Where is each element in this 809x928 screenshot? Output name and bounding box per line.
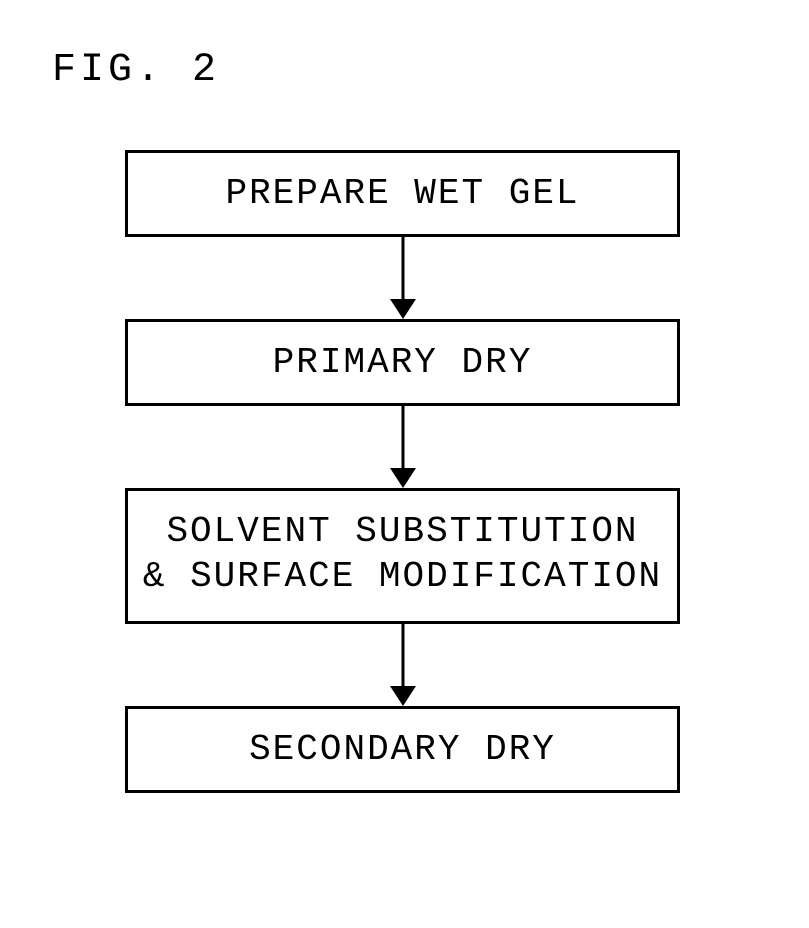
flow-node-text: SECONDARY DRY [249, 727, 556, 772]
flowchart: PREPARE WET GEL PRIMARY DRY SOLVENT SUBS… [125, 150, 680, 793]
flow-node-text: PREPARE WET GEL [225, 171, 579, 216]
flow-arrow [125, 237, 680, 319]
arrow-down-icon [383, 624, 423, 706]
flow-node-text: PRIMARY DRY [273, 340, 533, 385]
figure-label: FIG. 2 [52, 48, 220, 93]
flow-node-primary-dry: PRIMARY DRY [125, 319, 680, 406]
flow-node-secondary-dry: SECONDARY DRY [125, 706, 680, 793]
flow-node-prepare-wet-gel: PREPARE WET GEL [125, 150, 680, 237]
flow-arrow [125, 406, 680, 488]
flow-arrow [125, 624, 680, 706]
flow-node-solvent-substitution: SOLVENT SUBSTITUTION & SURFACE MODIFICAT… [125, 488, 680, 624]
arrow-down-icon [383, 237, 423, 319]
arrow-down-icon [383, 406, 423, 488]
flow-node-text: SOLVENT SUBSTITUTION [166, 509, 638, 554]
flow-node-text: & SURFACE MODIFICATION [143, 554, 662, 599]
